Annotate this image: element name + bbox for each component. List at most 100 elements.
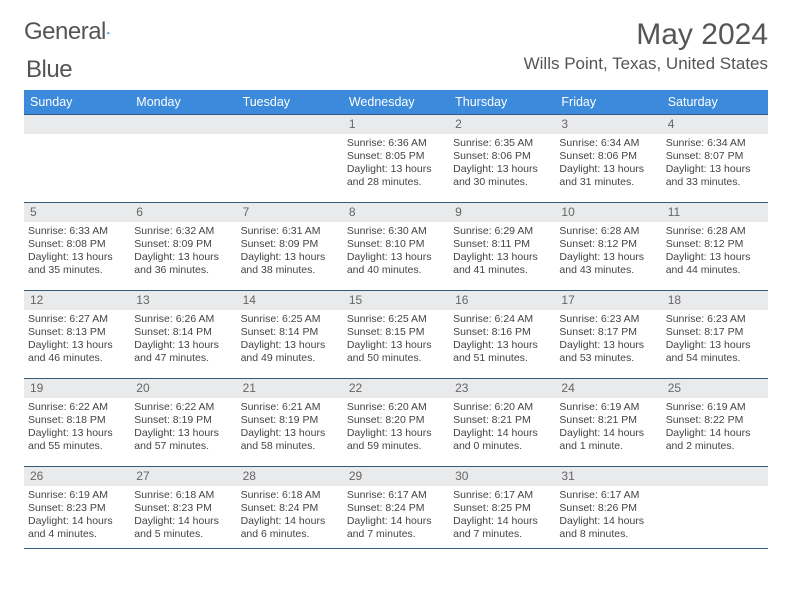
calendar-week-row: 19Sunrise: 6:22 AMSunset: 8:18 PMDayligh…: [24, 379, 768, 467]
daylight-text: Daylight: 13 hours: [666, 339, 764, 352]
calendar-day-cell: 2Sunrise: 6:35 AMSunset: 8:06 PMDaylight…: [449, 115, 555, 203]
sunrise-text: Sunrise: 6:20 AM: [347, 401, 445, 414]
daylight-text: Daylight: 13 hours: [559, 163, 657, 176]
day-number: 8: [343, 203, 449, 222]
daylight-text: and 4 minutes.: [28, 528, 126, 541]
day-number: 21: [237, 379, 343, 398]
calendar-day-cell: 23Sunrise: 6:20 AMSunset: 8:21 PMDayligh…: [449, 379, 555, 467]
weekday-header: Saturday: [662, 90, 768, 115]
daylight-text: and 1 minute.: [559, 440, 657, 453]
sunset-text: Sunset: 8:06 PM: [559, 150, 657, 163]
day-number: [237, 115, 343, 134]
day-number: [130, 115, 236, 134]
sunset-text: Sunset: 8:19 PM: [134, 414, 232, 427]
daylight-text: and 0 minutes.: [453, 440, 551, 453]
daylight-text: Daylight: 14 hours: [453, 515, 551, 528]
calendar-day-cell: 25Sunrise: 6:19 AMSunset: 8:22 PMDayligh…: [662, 379, 768, 467]
sunrise-text: Sunrise: 6:27 AM: [28, 313, 126, 326]
sunset-text: Sunset: 8:21 PM: [559, 414, 657, 427]
calendar-header-row: SundayMondayTuesdayWednesdayThursdayFrid…: [24, 90, 768, 115]
day-number: 4: [662, 115, 768, 134]
sunset-text: Sunset: 8:14 PM: [134, 326, 232, 339]
day-number: 7: [237, 203, 343, 222]
brand-word2: Blue: [26, 56, 72, 83]
calendar-day-cell: 4Sunrise: 6:34 AMSunset: 8:07 PMDaylight…: [662, 115, 768, 203]
daylight-text: Daylight: 14 hours: [134, 515, 232, 528]
calendar-day-cell: 21Sunrise: 6:21 AMSunset: 8:19 PMDayligh…: [237, 379, 343, 467]
day-number: 20: [130, 379, 236, 398]
daylight-text: and 33 minutes.: [666, 176, 764, 189]
sunset-text: Sunset: 8:05 PM: [347, 150, 445, 163]
daylight-text: Daylight: 13 hours: [559, 339, 657, 352]
calendar-day-cell: 13Sunrise: 6:26 AMSunset: 8:14 PMDayligh…: [130, 291, 236, 379]
sunrise-text: Sunrise: 6:36 AM: [347, 137, 445, 150]
calendar-day-cell: 14Sunrise: 6:25 AMSunset: 8:14 PMDayligh…: [237, 291, 343, 379]
sunrise-text: Sunrise: 6:29 AM: [453, 225, 551, 238]
sunset-text: Sunset: 8:18 PM: [28, 414, 126, 427]
daylight-text: and 7 minutes.: [347, 528, 445, 541]
daylight-text: Daylight: 13 hours: [28, 427, 126, 440]
day-number: 26: [24, 467, 130, 486]
sunset-text: Sunset: 8:14 PM: [241, 326, 339, 339]
calendar-day-cell: [662, 467, 768, 549]
daylight-text: Daylight: 13 hours: [134, 339, 232, 352]
sunrise-text: Sunrise: 6:20 AM: [453, 401, 551, 414]
sunrise-text: Sunrise: 6:28 AM: [559, 225, 657, 238]
calendar-day-cell: 27Sunrise: 6:18 AMSunset: 8:23 PMDayligh…: [130, 467, 236, 549]
sunrise-text: Sunrise: 6:21 AM: [241, 401, 339, 414]
daylight-text: Daylight: 13 hours: [241, 339, 339, 352]
sunset-text: Sunset: 8:25 PM: [453, 502, 551, 515]
sunrise-text: Sunrise: 6:34 AM: [559, 137, 657, 150]
daylight-text: Daylight: 13 hours: [347, 251, 445, 264]
daylight-text: and 8 minutes.: [559, 528, 657, 541]
daylight-text: and 53 minutes.: [559, 352, 657, 365]
sunrise-text: Sunrise: 6:19 AM: [559, 401, 657, 414]
daylight-text: Daylight: 14 hours: [453, 427, 551, 440]
day-number: 2: [449, 115, 555, 134]
daylight-text: and 40 minutes.: [347, 264, 445, 277]
sunset-text: Sunset: 8:17 PM: [559, 326, 657, 339]
sunrise-text: Sunrise: 6:23 AM: [666, 313, 764, 326]
calendar-day-cell: 7Sunrise: 6:31 AMSunset: 8:09 PMDaylight…: [237, 203, 343, 291]
calendar-day-cell: 28Sunrise: 6:18 AMSunset: 8:24 PMDayligh…: [237, 467, 343, 549]
sunrise-text: Sunrise: 6:34 AM: [666, 137, 764, 150]
daylight-text: Daylight: 14 hours: [559, 427, 657, 440]
sunset-text: Sunset: 8:23 PM: [28, 502, 126, 515]
daylight-text: Daylight: 13 hours: [453, 251, 551, 264]
day-number: 18: [662, 291, 768, 310]
calendar-week-row: 12Sunrise: 6:27 AMSunset: 8:13 PMDayligh…: [24, 291, 768, 379]
day-number: 22: [343, 379, 449, 398]
daylight-text: Daylight: 14 hours: [28, 515, 126, 528]
calendar-week-row: 1Sunrise: 6:36 AMSunset: 8:05 PMDaylight…: [24, 115, 768, 203]
daylight-text: and 5 minutes.: [134, 528, 232, 541]
daylight-text: Daylight: 13 hours: [134, 251, 232, 264]
daylight-text: and 35 minutes.: [28, 264, 126, 277]
daylight-text: Daylight: 13 hours: [241, 251, 339, 264]
brand-sail-icon: [106, 23, 110, 43]
month-title: May 2024: [524, 18, 768, 52]
calendar-day-cell: 15Sunrise: 6:25 AMSunset: 8:15 PMDayligh…: [343, 291, 449, 379]
sunrise-text: Sunrise: 6:22 AM: [134, 401, 232, 414]
day-number: 31: [555, 467, 661, 486]
daylight-text: and 59 minutes.: [347, 440, 445, 453]
day-number: 11: [662, 203, 768, 222]
day-number: 3: [555, 115, 661, 134]
calendar-week-row: 5Sunrise: 6:33 AMSunset: 8:08 PMDaylight…: [24, 203, 768, 291]
day-number: 27: [130, 467, 236, 486]
sunset-text: Sunset: 8:24 PM: [347, 502, 445, 515]
day-number: 9: [449, 203, 555, 222]
daylight-text: and 49 minutes.: [241, 352, 339, 365]
weekday-header: Wednesday: [343, 90, 449, 115]
sunrise-text: Sunrise: 6:35 AM: [453, 137, 551, 150]
sunrise-text: Sunrise: 6:23 AM: [559, 313, 657, 326]
daylight-text: Daylight: 13 hours: [28, 251, 126, 264]
sunrise-text: Sunrise: 6:32 AM: [134, 225, 232, 238]
calendar-day-cell: [130, 115, 236, 203]
daylight-text: Daylight: 13 hours: [453, 339, 551, 352]
daylight-text: and 6 minutes.: [241, 528, 339, 541]
sunset-text: Sunset: 8:23 PM: [134, 502, 232, 515]
daylight-text: and 50 minutes.: [347, 352, 445, 365]
day-number: 6: [130, 203, 236, 222]
daylight-text: Daylight: 14 hours: [559, 515, 657, 528]
daylight-text: and 46 minutes.: [28, 352, 126, 365]
